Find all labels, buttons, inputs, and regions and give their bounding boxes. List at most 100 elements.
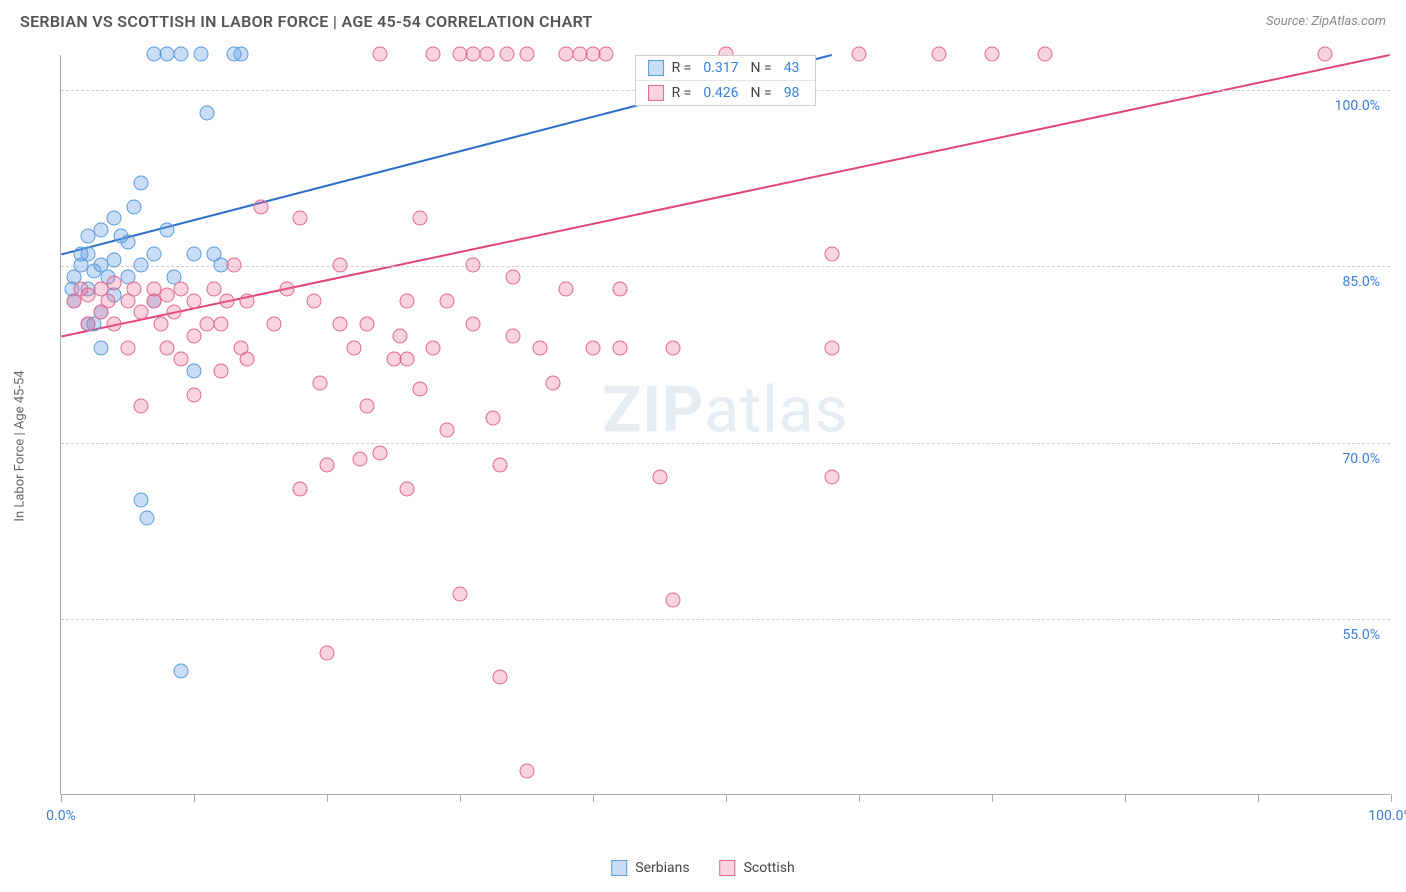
data-point — [1038, 47, 1053, 62]
data-point — [147, 246, 162, 261]
xtick-label: 100.0% — [1368, 808, 1406, 824]
legend-n-value: 43 — [784, 60, 800, 76]
legend-r-label: R = — [672, 85, 692, 101]
legend-swatch — [648, 60, 664, 76]
xtick — [1125, 794, 1126, 802]
data-point — [399, 481, 414, 496]
xtick — [859, 794, 860, 802]
data-point — [532, 340, 547, 355]
data-point — [280, 281, 295, 296]
ytick-label: 100.0% — [1335, 98, 1382, 114]
xtick — [1258, 794, 1259, 802]
data-point — [233, 47, 248, 62]
data-point — [113, 229, 128, 244]
gridline — [61, 443, 1390, 444]
data-point — [825, 246, 840, 261]
chart-plot-area: ZIPatlas R = 0.317N = 43R = 0.426N = 98 … — [60, 55, 1390, 795]
data-point — [306, 293, 321, 308]
source-label: Source: ZipAtlas.com — [1266, 14, 1386, 29]
legend-label: Serbians — [635, 860, 689, 876]
data-point — [133, 258, 148, 273]
data-point — [825, 469, 840, 484]
data-point — [187, 328, 202, 343]
data-point — [413, 211, 428, 226]
data-point — [266, 317, 281, 332]
xtick-label: 0.0% — [46, 808, 76, 824]
data-point — [93, 340, 108, 355]
gridline — [61, 266, 1390, 267]
data-point — [187, 246, 202, 261]
data-point — [313, 375, 328, 390]
data-point — [213, 364, 228, 379]
data-point — [167, 305, 182, 320]
legend-r-value: 0.317 — [703, 60, 738, 76]
data-point — [466, 317, 481, 332]
legend-swatch — [720, 860, 736, 876]
data-point — [1317, 47, 1332, 62]
data-point — [187, 293, 202, 308]
data-point — [492, 458, 507, 473]
data-point — [80, 317, 95, 332]
data-point — [80, 229, 95, 244]
legend-item: Scottish — [720, 860, 795, 876]
data-point — [559, 281, 574, 296]
data-point — [193, 47, 208, 62]
legend-swatch — [611, 860, 627, 876]
data-point — [373, 446, 388, 461]
data-point — [599, 47, 614, 62]
data-point — [226, 258, 241, 273]
data-point — [665, 340, 680, 355]
data-point — [492, 669, 507, 684]
data-point — [346, 340, 361, 355]
data-point — [359, 317, 374, 332]
data-point — [519, 47, 534, 62]
data-point — [499, 47, 514, 62]
data-point — [439, 293, 454, 308]
data-point — [73, 246, 88, 261]
data-point — [546, 375, 561, 390]
data-point — [127, 199, 142, 214]
data-point — [373, 47, 388, 62]
data-point — [107, 276, 122, 291]
data-point — [293, 211, 308, 226]
data-point — [506, 328, 521, 343]
data-point — [333, 317, 348, 332]
xtick — [1391, 794, 1392, 802]
data-point — [359, 399, 374, 414]
data-point — [240, 293, 255, 308]
data-point — [173, 352, 188, 367]
data-point — [200, 105, 215, 120]
data-point — [173, 281, 188, 296]
data-point — [586, 340, 601, 355]
data-point — [852, 47, 867, 62]
ytick-label: 85.0% — [1342, 274, 1382, 290]
data-point — [253, 199, 268, 214]
legend-row: R = 0.317N = 43 — [636, 56, 816, 81]
xtick — [593, 794, 594, 802]
data-point — [160, 340, 175, 355]
data-point — [399, 293, 414, 308]
legend-label: Scottish — [744, 860, 795, 876]
legend-n-value: 98 — [784, 85, 800, 101]
xtick — [460, 794, 461, 802]
data-point — [612, 281, 627, 296]
data-point — [220, 293, 235, 308]
data-point — [333, 258, 348, 273]
data-point — [153, 317, 168, 332]
data-point — [93, 223, 108, 238]
data-point — [931, 47, 946, 62]
data-point — [486, 411, 501, 426]
trend-lines — [61, 55, 1390, 794]
data-point — [133, 176, 148, 191]
data-point — [187, 364, 202, 379]
data-point — [453, 587, 468, 602]
data-point — [120, 340, 135, 355]
data-point — [240, 352, 255, 367]
series-legend: Serbians Scottish — [611, 860, 794, 876]
data-point — [413, 381, 428, 396]
data-point — [107, 252, 122, 267]
data-point — [206, 246, 221, 261]
data-point — [107, 317, 122, 332]
chart-title: SERBIAN VS SCOTTISH IN LABOR FORCE | AGE… — [20, 12, 593, 31]
data-point — [133, 305, 148, 320]
